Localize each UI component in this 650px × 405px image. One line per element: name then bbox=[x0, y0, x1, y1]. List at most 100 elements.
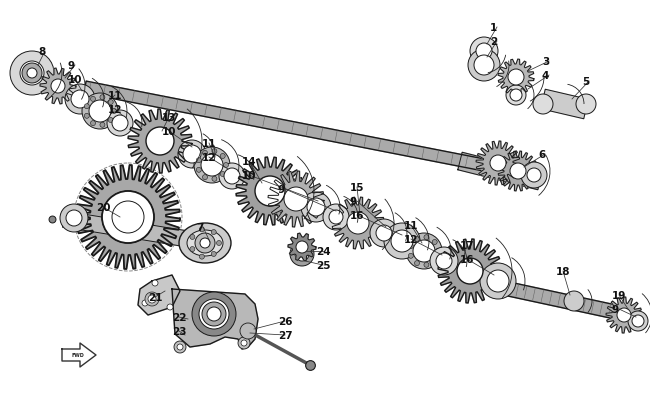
Circle shape bbox=[90, 97, 96, 102]
Circle shape bbox=[329, 211, 343, 224]
Circle shape bbox=[408, 254, 413, 259]
Circle shape bbox=[470, 38, 498, 66]
Circle shape bbox=[424, 235, 429, 240]
Circle shape bbox=[192, 292, 236, 336]
Text: 17: 17 bbox=[460, 241, 474, 250]
Circle shape bbox=[576, 95, 596, 115]
Circle shape bbox=[201, 155, 223, 177]
Circle shape bbox=[219, 164, 245, 190]
Circle shape bbox=[84, 104, 89, 109]
Circle shape bbox=[90, 122, 96, 126]
Text: 11: 11 bbox=[404, 220, 419, 230]
Text: 10: 10 bbox=[242, 171, 257, 181]
Text: 8: 8 bbox=[38, 47, 46, 57]
Circle shape bbox=[200, 239, 210, 248]
Circle shape bbox=[146, 128, 174, 156]
Circle shape bbox=[82, 94, 118, 130]
Circle shape bbox=[490, 156, 506, 172]
Text: 3: 3 bbox=[542, 57, 549, 67]
Circle shape bbox=[183, 146, 201, 164]
Circle shape bbox=[384, 224, 420, 259]
Polygon shape bbox=[498, 60, 534, 96]
Circle shape bbox=[174, 341, 186, 353]
Circle shape bbox=[301, 192, 331, 222]
Circle shape bbox=[207, 307, 221, 321]
Circle shape bbox=[100, 96, 105, 100]
Circle shape bbox=[66, 211, 82, 226]
Circle shape bbox=[220, 154, 225, 159]
Circle shape bbox=[487, 270, 509, 292]
Circle shape bbox=[628, 311, 648, 331]
Circle shape bbox=[112, 109, 116, 114]
Circle shape bbox=[203, 175, 207, 180]
Text: 27: 27 bbox=[278, 330, 292, 340]
Polygon shape bbox=[489, 279, 621, 320]
Polygon shape bbox=[268, 172, 324, 227]
Polygon shape bbox=[128, 110, 192, 174]
Text: 23: 23 bbox=[172, 326, 187, 336]
Circle shape bbox=[527, 168, 541, 183]
Circle shape bbox=[60, 205, 88, 232]
Circle shape bbox=[212, 149, 217, 154]
Circle shape bbox=[240, 323, 256, 339]
Circle shape bbox=[102, 192, 154, 243]
Circle shape bbox=[108, 100, 113, 105]
Text: 7: 7 bbox=[196, 222, 203, 232]
Circle shape bbox=[480, 263, 516, 299]
Ellipse shape bbox=[187, 230, 223, 256]
Circle shape bbox=[430, 247, 458, 275]
Circle shape bbox=[224, 163, 229, 168]
Circle shape bbox=[296, 241, 308, 254]
Circle shape bbox=[177, 344, 183, 350]
Circle shape bbox=[190, 247, 195, 252]
Circle shape bbox=[202, 302, 226, 326]
Text: 9: 9 bbox=[350, 196, 357, 207]
Circle shape bbox=[255, 177, 285, 207]
Circle shape bbox=[195, 233, 215, 254]
Text: 12: 12 bbox=[404, 234, 419, 244]
Circle shape bbox=[424, 262, 429, 268]
Text: 15: 15 bbox=[350, 183, 365, 192]
Text: 10: 10 bbox=[68, 75, 83, 85]
Polygon shape bbox=[76, 166, 180, 269]
Text: FWD: FWD bbox=[72, 353, 84, 358]
Circle shape bbox=[432, 240, 437, 245]
Circle shape bbox=[474, 56, 494, 76]
Circle shape bbox=[432, 258, 437, 263]
Text: 9: 9 bbox=[612, 304, 619, 314]
Text: 16: 16 bbox=[350, 211, 365, 220]
Text: 6: 6 bbox=[538, 149, 545, 160]
Circle shape bbox=[632, 315, 644, 327]
Circle shape bbox=[290, 243, 314, 266]
Circle shape bbox=[508, 70, 524, 86]
Circle shape bbox=[211, 230, 216, 235]
Text: 9: 9 bbox=[278, 185, 285, 194]
Circle shape bbox=[436, 254, 452, 269]
Text: 24: 24 bbox=[316, 246, 331, 256]
Circle shape bbox=[20, 62, 44, 86]
Text: 14: 14 bbox=[242, 157, 257, 166]
Circle shape bbox=[100, 123, 105, 128]
Circle shape bbox=[102, 192, 154, 243]
Circle shape bbox=[108, 118, 113, 123]
Circle shape bbox=[10, 52, 54, 96]
Circle shape bbox=[178, 141, 206, 168]
Polygon shape bbox=[458, 153, 542, 190]
Circle shape bbox=[216, 241, 222, 246]
Circle shape bbox=[307, 198, 325, 216]
Text: 26: 26 bbox=[278, 316, 292, 326]
Circle shape bbox=[415, 237, 419, 242]
Polygon shape bbox=[62, 343, 96, 367]
Polygon shape bbox=[138, 275, 180, 315]
Text: 11: 11 bbox=[202, 139, 216, 149]
Text: 20: 20 bbox=[96, 202, 110, 213]
Circle shape bbox=[89, 101, 111, 123]
Polygon shape bbox=[172, 289, 258, 349]
Text: 10: 10 bbox=[162, 127, 177, 136]
Text: 16: 16 bbox=[460, 254, 474, 264]
Circle shape bbox=[376, 226, 392, 241]
Circle shape bbox=[107, 111, 133, 136]
Circle shape bbox=[200, 227, 204, 232]
Circle shape bbox=[564, 291, 584, 311]
Circle shape bbox=[51, 80, 65, 94]
